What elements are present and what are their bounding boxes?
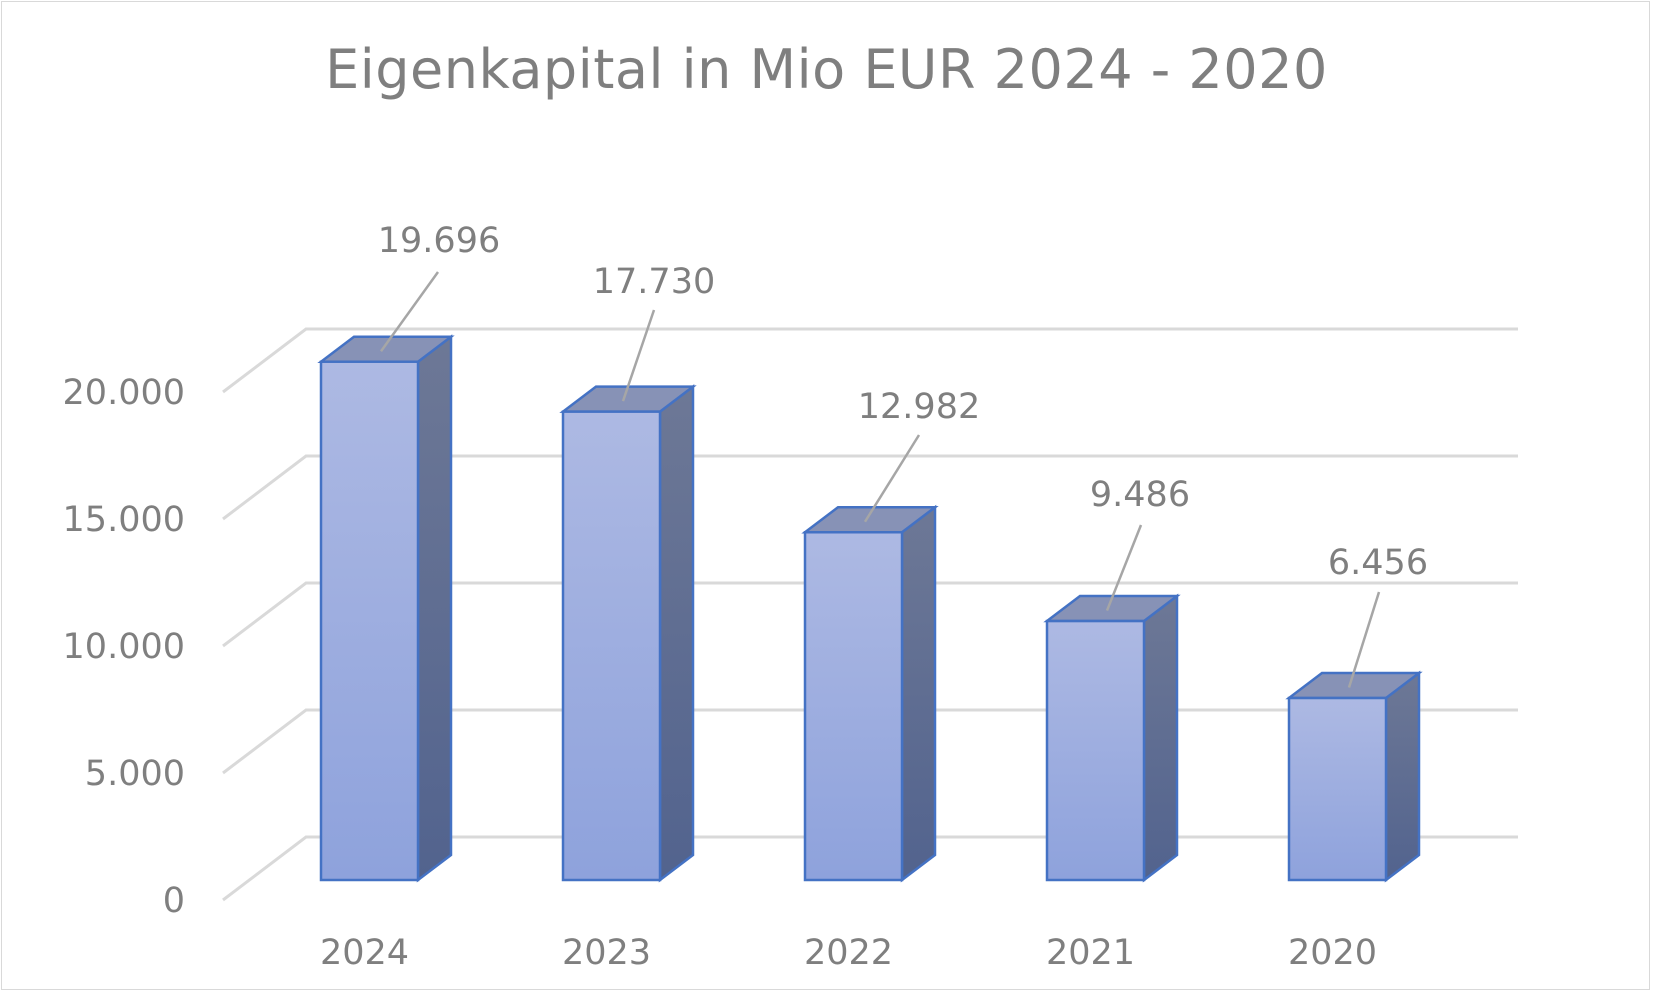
y-tick-label: 15.000: [63, 500, 185, 540]
x-tick-label: 2020: [1288, 933, 1377, 973]
bar-side: [1142, 593, 1179, 883]
gridline-2: [222, 581, 1518, 648]
y-tick-label: 0: [163, 881, 185, 921]
y-tick-label: 10.000: [63, 627, 185, 667]
y-tick-label: 5.000: [85, 754, 185, 794]
x-tick-label: 2024: [320, 933, 409, 973]
data-label-leader: [621, 309, 656, 402]
bar-2020: [1285, 670, 1423, 883]
bar-front: [803, 531, 904, 882]
bar-side: [658, 384, 695, 883]
chart-title: Eigenkapital in Mio EUR 2024 - 2020: [325, 38, 1328, 101]
bar-front: [1287, 696, 1388, 882]
x-axis-tick-labels: 2024 2023 2022 2021 2020: [320, 933, 1377, 973]
data-label-leader: [1105, 524, 1143, 612]
y-axis-tick-labels: 0 5.000 10.000 15.000 20.000: [63, 373, 185, 921]
data-label: 12.982: [858, 387, 980, 427]
data-label-leader: [1347, 591, 1381, 688]
data-label: 19.696: [378, 221, 500, 261]
bar-side: [1384, 670, 1421, 883]
bar-front: [561, 410, 662, 882]
bars: [317, 334, 1423, 883]
bar-front: [319, 360, 420, 882]
x-tick-label: 2023: [562, 933, 651, 973]
data-label-leader: [863, 434, 921, 523]
data-label: 17.730: [593, 262, 715, 302]
bar-2024: [317, 334, 455, 883]
y-tick-label: 20.000: [63, 373, 185, 413]
x-tick-label: 2022: [804, 933, 893, 973]
data-labels: 19.696 17.730 12.982 9.486 6.456: [378, 221, 1428, 583]
bar-side: [416, 334, 453, 883]
gridline-4: [222, 327, 1518, 394]
data-label: 6.456: [1328, 543, 1428, 583]
bar-2022: [801, 504, 939, 883]
data-label: 9.486: [1090, 475, 1190, 515]
bar-front: [1045, 619, 1146, 882]
data-label-leaders: [379, 271, 1381, 688]
bar-2023: [559, 384, 697, 883]
gridline-3: [222, 454, 1518, 521]
data-label-leader: [379, 271, 440, 352]
bar-side: [900, 504, 937, 883]
x-tick-label: 2021: [1046, 933, 1135, 973]
bar-2021: [1043, 593, 1181, 883]
